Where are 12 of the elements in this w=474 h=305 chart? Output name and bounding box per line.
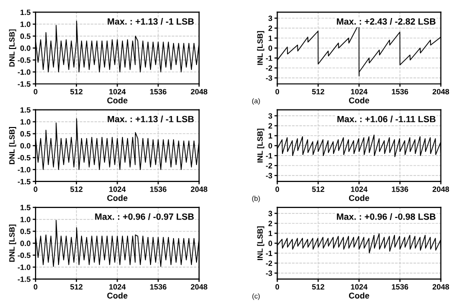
x-axis-title: Code <box>348 292 370 299</box>
annotation: Max. : +1.13 / -1 LSB <box>108 116 194 122</box>
x-axis-title: Code <box>348 194 370 201</box>
annotation: Max. : +1.06 / -1.11 LSB <box>337 116 436 122</box>
x-axis-title: Code <box>107 194 128 201</box>
x-axis-title: Code <box>348 97 370 104</box>
annotation: Max. : +0.96 / -0.97 LSB <box>95 213 194 220</box>
annotation: Max. : +2.43 / -2.82 LSB <box>336 18 436 25</box>
x-axis-title: Code <box>107 292 128 299</box>
x-axis-title: Code <box>107 97 128 104</box>
annotation: Max. : +0.96 / -0.98 LSB <box>336 213 436 220</box>
annotation: Max. : +1.13 / -1 LSB <box>108 18 194 25</box>
